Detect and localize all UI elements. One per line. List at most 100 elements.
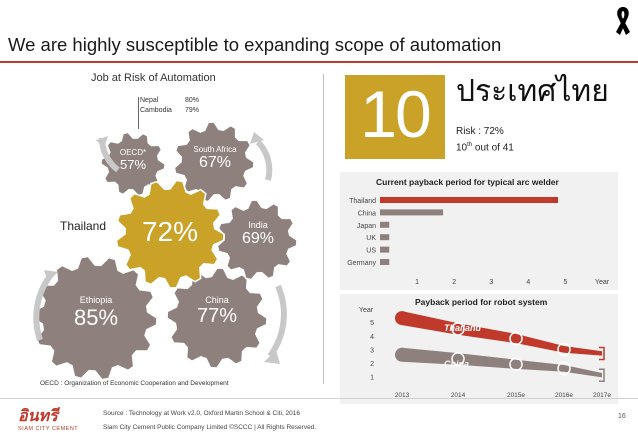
line-ytick-4: 5 [370, 320, 374, 327]
risk-heading: Job at Risk of Automation [91, 72, 216, 84]
section-divider [323, 74, 324, 384]
gear-south-africa: South Africa 67% [180, 145, 250, 172]
oecd-footnote: OECD : Organization of Economic Cooperat… [40, 380, 229, 387]
title-rule [0, 61, 638, 63]
gear-ethiopia-shape [32, 255, 158, 381]
bar-xtick-1: 2 [452, 279, 456, 286]
line-xtick-4: 2017e [593, 392, 611, 399]
line-series-label-1: China [444, 359, 469, 369]
gear-oecd-value: 57% [119, 157, 147, 172]
line-ytick-3: 4 [370, 334, 374, 341]
country-title: ประเทศไทย [456, 74, 609, 109]
company-logo-sub: SIAM CITY CEMENT [18, 426, 79, 432]
robot-chart-title: Payback period for robot system [415, 297, 548, 307]
gears-graphic [32, 121, 298, 381]
line-point-0-3 [557, 342, 571, 357]
gear-ethiopia-name: Ethiopia [79, 295, 113, 305]
gear-china-shape [166, 267, 268, 369]
gear-oecd: OECD* 57% [108, 148, 158, 172]
bar-0 [380, 197, 559, 203]
rank-text-number: 10 [456, 142, 468, 154]
bar-label-3: UK [366, 235, 376, 242]
gear-south-africa-shape [173, 121, 255, 203]
awareness-ribbon-icon [616, 7, 630, 35]
bar-xtick-2: 3 [489, 279, 493, 286]
bar-xlabel: Year [595, 279, 610, 286]
line-xtick-0: 2013 [395, 392, 410, 399]
bar-label-5: Germany [347, 260, 376, 267]
bar-3 [380, 234, 390, 241]
bar-4 [380, 246, 390, 253]
line-series-0 [402, 311, 602, 356]
note-connector [138, 97, 139, 129]
risk-text: Risk : 72% [456, 126, 504, 137]
rank-box [345, 75, 445, 159]
line-ytick-2: 3 [370, 347, 374, 354]
bar-2 [380, 221, 390, 228]
gear-oecd-shape [100, 131, 166, 197]
gear-thailand-value: 72% [141, 216, 199, 247]
bar-xtick-0: 1 [415, 279, 419, 286]
gear-ethiopia: Ethiopia 85% [56, 295, 136, 331]
note-nepal-value: 80% [185, 97, 200, 104]
line-point-0-0 [395, 311, 409, 326]
line-point-0-2 [509, 331, 523, 346]
gear-thailand-shape [115, 179, 225, 289]
line-point-1-2 [509, 357, 523, 372]
cycle-arrow-right-bottom [267, 284, 287, 358]
bar-label-0: Thailand [349, 198, 376, 205]
line-xtick-1: 2014 [451, 392, 466, 399]
rank-number: 10 [360, 77, 431, 151]
gear-ethiopia-value: 85% [73, 305, 119, 330]
rank-text-suffix: th [467, 142, 473, 148]
gear-india-value: 69% [241, 230, 275, 247]
line-endcap-0 [599, 346, 605, 361]
line-ylabel: Year [359, 307, 374, 314]
note-cambodia-value: 79% [185, 107, 200, 114]
gear-south-africa-value: 67% [198, 154, 232, 171]
arc-welder-chart: Thailand China Japan UK US Germany 1 2 3 4 5 Year [347, 197, 610, 286]
gear-china-value: 77% [196, 305, 238, 327]
bar-label-2: Japan [357, 223, 376, 230]
gear-south-africa-name: South Africa [193, 145, 237, 154]
line-xtick-2: 2015e [507, 392, 525, 399]
bar-5 [380, 259, 390, 265]
line-ytick-0: 1 [370, 375, 374, 382]
footer-rule [0, 398, 638, 399]
gear-india: India 69% [228, 220, 288, 248]
footer-company: Siam City Cement Public Company Limited … [103, 424, 317, 431]
bar-xtick-4: 5 [564, 279, 568, 286]
line-ytick-1: 2 [370, 361, 374, 368]
gear-oecd-name: OECD* [119, 148, 147, 157]
note-cambodia-label: Cambodia [140, 107, 172, 114]
robot-chart: Year 1 2 3 4 5 2013 2014 2015e 2016e 2017e Thailand… [359, 307, 611, 399]
arc-welder-chart-title: Current payback period for typical arc w… [376, 177, 559, 187]
page-number: 16 [618, 413, 626, 420]
rank-text: 10th out of 41 [456, 142, 514, 153]
note-nepal-label: Nepal [140, 97, 159, 104]
arc-welder-panel [340, 172, 618, 290]
gear-china-name: China [205, 295, 229, 305]
gear-china: China 77% [182, 295, 252, 328]
line-xtick-3: 2016e [555, 392, 573, 399]
bar-1 [380, 209, 444, 216]
cycle-arrow-right-top [255, 139, 273, 181]
line-point-1-3 [557, 361, 571, 376]
gear-thailand: 72% [130, 216, 210, 248]
gear-india-name: India [248, 220, 268, 230]
slide-title: We are highly susceptible to expanding s… [8, 34, 502, 55]
footer-source: Source : Technology at Work v2.0, Oxford… [103, 410, 301, 417]
cycle-arrow-left-bottom [33, 274, 53, 341]
company-logo: อินทรี [18, 406, 58, 425]
bar-xtick-3: 4 [526, 279, 530, 286]
bar-label-1: China [358, 210, 376, 217]
rank-text-tail: out of 41 [472, 142, 514, 154]
line-point-0-1 [451, 322, 465, 336]
bar-label-4: US [366, 248, 376, 255]
line-series-1 [402, 347, 602, 378]
line-point-1-1 [451, 352, 465, 366]
line-point-1-0 [395, 347, 409, 362]
line-series-label-0: Thailand [444, 323, 482, 333]
line-endcap-1 [599, 368, 605, 382]
thailand-label: Thailand [60, 219, 107, 233]
